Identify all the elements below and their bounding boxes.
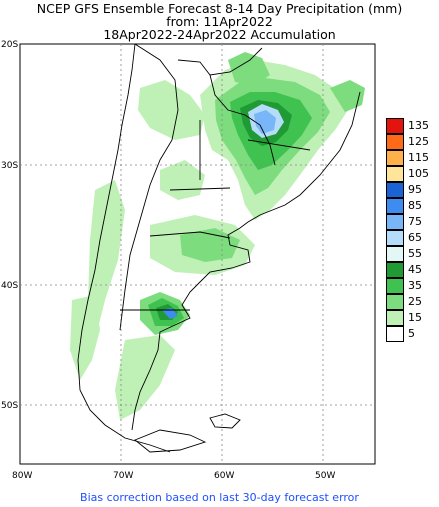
legend-label: 5 bbox=[408, 327, 415, 340]
legend-swatch bbox=[386, 294, 404, 310]
legend-swatch bbox=[386, 118, 404, 134]
legend-label: 105 bbox=[408, 167, 429, 180]
legend-swatch bbox=[386, 166, 404, 182]
lat-axis-labels: 20S 30S 40S 50S bbox=[1, 40, 18, 411]
lat-label-40s: 40S bbox=[1, 281, 18, 291]
legend-label: 55 bbox=[408, 247, 422, 260]
legend-label: 95 bbox=[408, 183, 422, 196]
legend-label: 35 bbox=[408, 279, 422, 292]
legend-swatch bbox=[386, 278, 404, 294]
legend-label: 45 bbox=[408, 263, 422, 276]
legend-swatch bbox=[386, 150, 404, 166]
graticule bbox=[20, 44, 375, 464]
lat-label-20s: 20S bbox=[1, 40, 18, 50]
legend-swatch bbox=[386, 326, 404, 342]
legend-label: 125 bbox=[408, 135, 429, 148]
legend-swatch bbox=[386, 310, 404, 326]
legend-label: 25 bbox=[408, 295, 422, 308]
legend-swatch bbox=[386, 262, 404, 278]
legend-swatch bbox=[386, 182, 404, 198]
lon-axis-labels: 80W 70W 60W 50W bbox=[12, 471, 335, 481]
legend-swatch bbox=[386, 230, 404, 246]
legend-label: 65 bbox=[408, 231, 422, 244]
legend-swatch bbox=[386, 134, 404, 150]
lon-label-60w: 60W bbox=[214, 471, 234, 481]
lat-label-50s: 50S bbox=[1, 401, 18, 411]
footer-note: Bias correction based on last 30-day for… bbox=[80, 491, 359, 504]
legend-label: 15 bbox=[408, 311, 422, 324]
lat-label-30s: 30S bbox=[1, 161, 18, 171]
legend-label: 75 bbox=[408, 215, 422, 228]
legend-swatch bbox=[386, 198, 404, 214]
legend-label: 85 bbox=[408, 199, 422, 212]
lon-label-50w: 50W bbox=[315, 471, 335, 481]
legend-label: 135 bbox=[408, 119, 429, 132]
legend-label: 115 bbox=[408, 151, 429, 164]
legend-swatch bbox=[386, 246, 404, 262]
title-line-2: from: 11Apr2022 bbox=[166, 14, 273, 29]
coastlines bbox=[77, 43, 361, 453]
lon-label-80w: 80W bbox=[12, 471, 32, 481]
lon-label-70w: 70W bbox=[113, 471, 133, 481]
legend-swatch bbox=[386, 214, 404, 230]
precip-shading bbox=[70, 52, 365, 420]
title-line-3: 18Apr2022-24Apr2022 Accumulation bbox=[103, 27, 336, 42]
title-line-1: NCEP GFS Ensemble Forecast 8-14 Day Prec… bbox=[36, 1, 403, 16]
